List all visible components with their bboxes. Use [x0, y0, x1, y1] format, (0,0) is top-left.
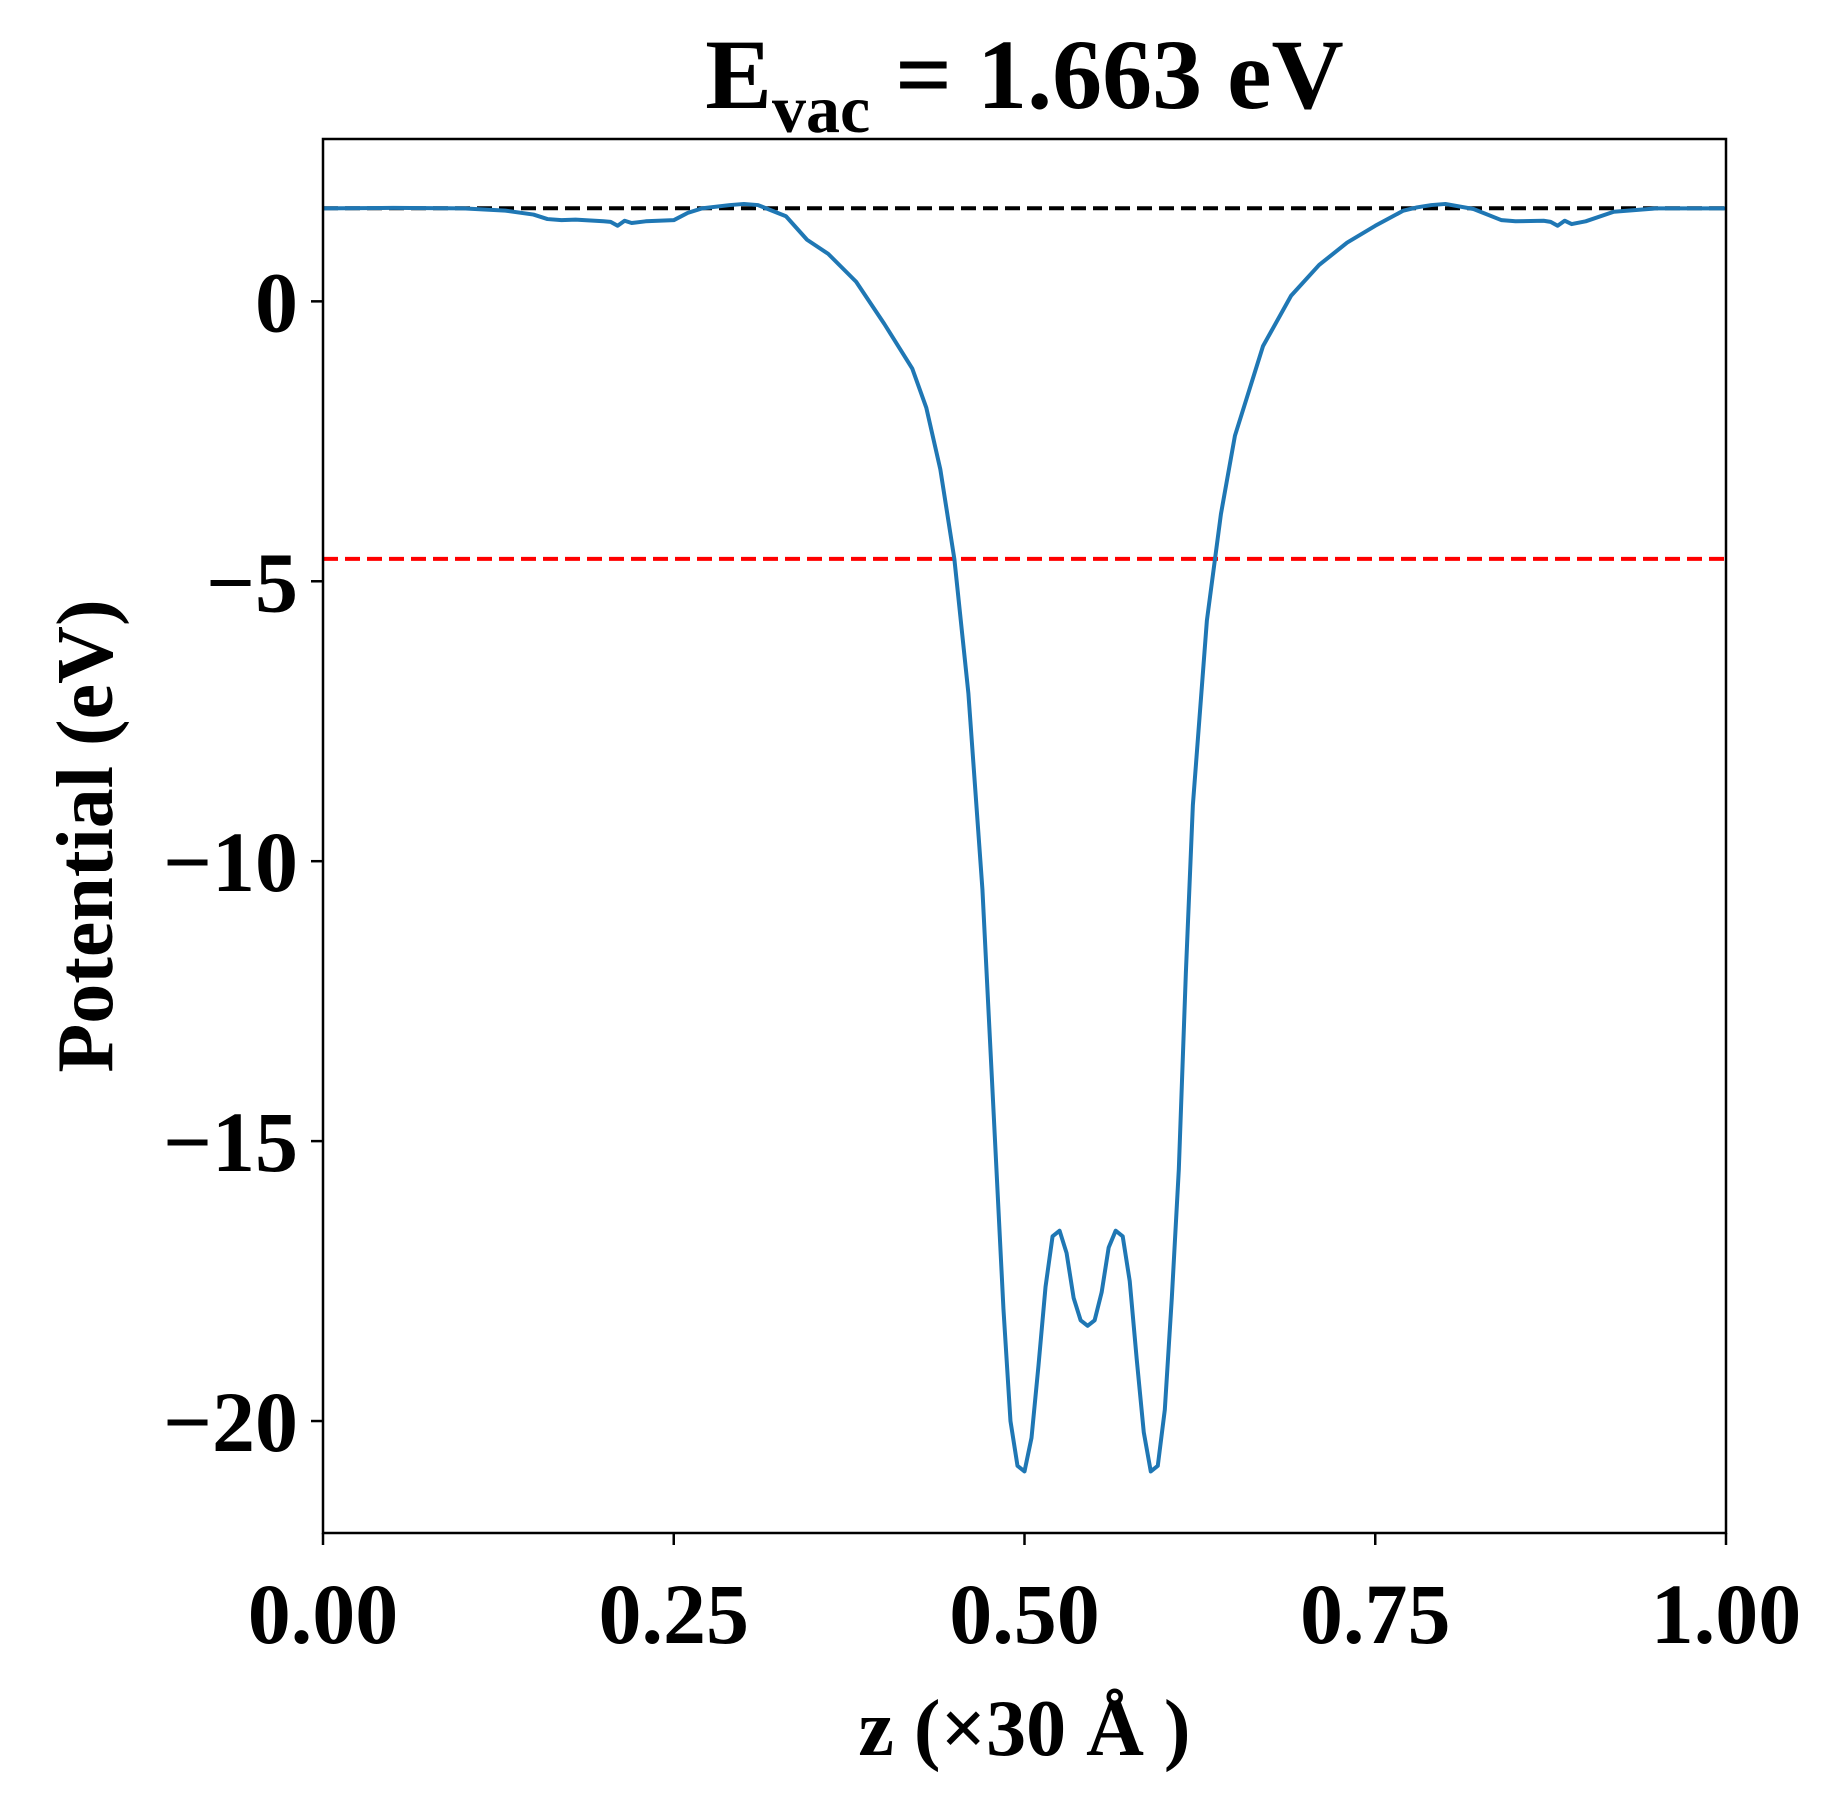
- title-main: E: [705, 19, 772, 130]
- x-tick-label: 0.25: [599, 1566, 750, 1662]
- y-tick-label: −5: [206, 534, 298, 630]
- y-tick-label: 0: [255, 254, 298, 350]
- x-tick-label: 0.00: [248, 1566, 399, 1662]
- x-tick-label: 1.00: [1651, 1566, 1802, 1662]
- x-tick-label: 0.50: [949, 1566, 1100, 1662]
- title-subscript: vac: [772, 71, 870, 147]
- series-line-0: [323, 201, 1726, 1474]
- y-tick-label: −10: [163, 814, 298, 910]
- y-axis-label: Potential (eV): [42, 599, 130, 1072]
- plot-frame: [321, 137, 1728, 1535]
- y-tick-label: −15: [163, 1094, 298, 1190]
- title-rest: = 1.663 eV: [870, 19, 1344, 130]
- x-axis-label: z (×30 Å ): [858, 1685, 1190, 1773]
- x-tick-label: 0.75: [1300, 1566, 1451, 1662]
- y-tick-label: −20: [163, 1374, 298, 1470]
- chart-title: Evac = 1.663 eV: [705, 19, 1343, 147]
